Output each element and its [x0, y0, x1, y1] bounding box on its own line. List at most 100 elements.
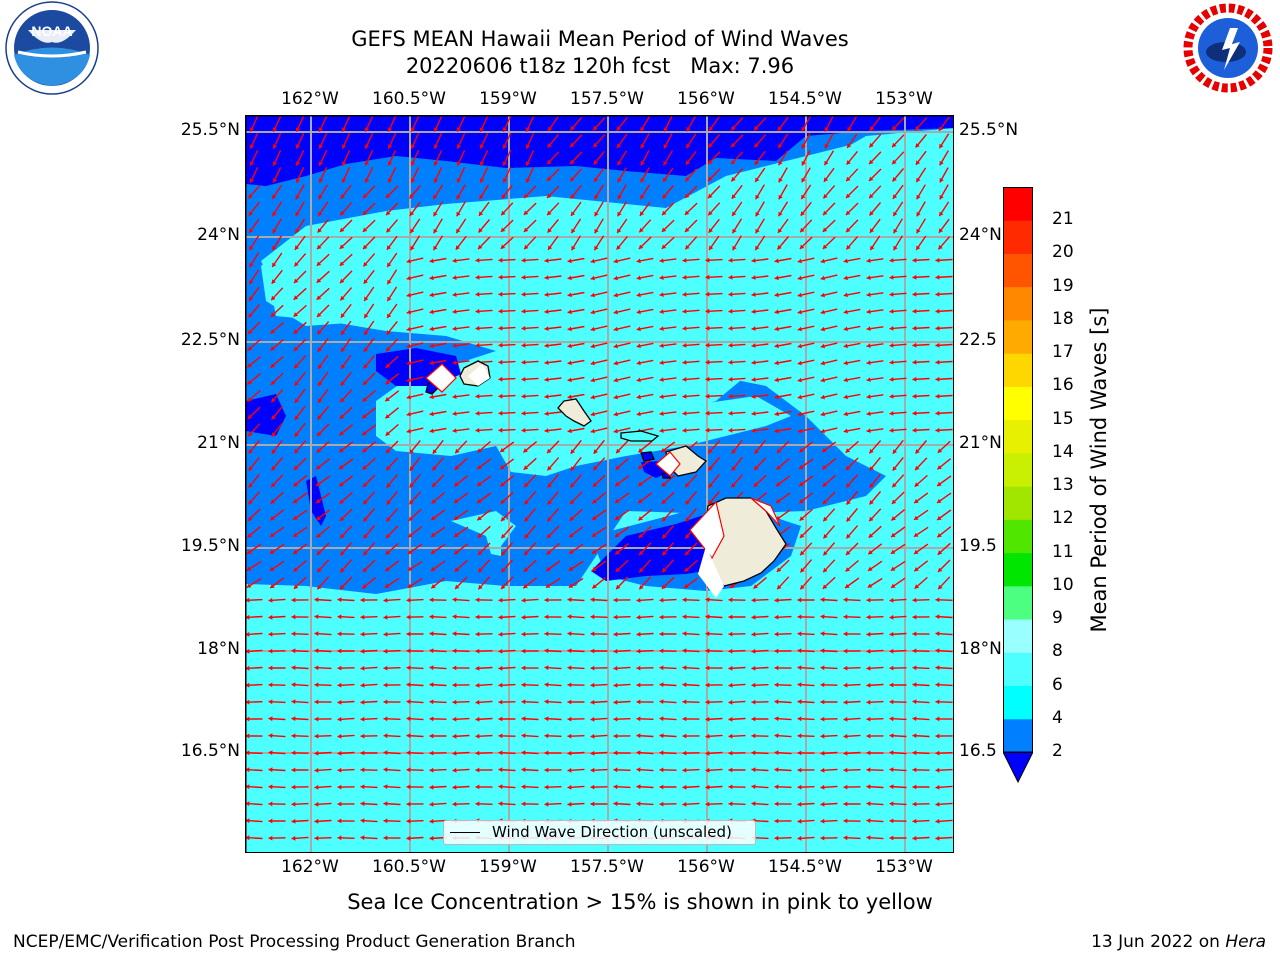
wind-vector-head	[502, 127, 508, 132]
wind-vector-head	[295, 178, 301, 183]
wind-vector-head	[475, 308, 480, 314]
wind-vector-head	[705, 308, 710, 314]
wind-vector-head	[824, 160, 829, 166]
wind-vector-head	[385, 414, 390, 419]
wind-vector-head	[823, 534, 828, 539]
wind-vector-head	[797, 716, 802, 722]
wind-vector-head	[387, 262, 392, 267]
wind-vector-head	[728, 784, 733, 790]
map-panel[interactable]	[245, 115, 954, 853]
wind-vector-head	[594, 177, 599, 182]
wind-vector-head	[751, 428, 756, 433]
wind-vector-head	[544, 258, 549, 263]
wind-vector-head	[293, 515, 298, 520]
wind-vector-head	[893, 211, 898, 217]
wind-vector-head	[708, 210, 713, 216]
wind-vector-head	[271, 415, 276, 420]
wind-vector-head	[639, 584, 644, 590]
wind-vector-head	[682, 292, 687, 297]
wind-vector-head	[340, 227, 345, 232]
wind-vector-head	[636, 699, 641, 705]
wind-vector-head	[751, 377, 756, 382]
wind-vector-head	[268, 818, 273, 824]
wind-vector-head	[247, 380, 252, 385]
wind-vector-head	[429, 648, 434, 654]
wind-vector-head	[523, 584, 528, 589]
wind-vector-head	[889, 394, 894, 399]
wind-vector-head	[915, 160, 921, 165]
wind-vector-head	[935, 818, 940, 824]
wind-vector-head	[636, 631, 641, 637]
wind-vector-head	[728, 648, 733, 654]
wind-vector-head	[293, 584, 299, 589]
wind-vector-head	[406, 631, 411, 637]
wind-vector-head	[636, 733, 641, 739]
wind-vector-head	[800, 211, 805, 216]
wind-vector-head	[360, 750, 365, 756]
wind-vector-head	[728, 767, 733, 773]
wind-vector-head	[708, 448, 713, 454]
wind-vector-head	[295, 144, 301, 149]
wind-vector-head	[502, 178, 508, 183]
wind-vector-head	[661, 447, 666, 453]
colorbar-segment	[1003, 353, 1033, 387]
wind-vector-head	[337, 733, 342, 739]
wind-vector-head	[295, 194, 300, 200]
wind-vector-head	[362, 210, 368, 215]
wind-vector-head	[708, 193, 713, 199]
wind-vector-head	[820, 818, 825, 824]
wind-vector-head	[429, 326, 434, 332]
wind-vector-head	[270, 532, 275, 537]
wind-vector-head	[843, 665, 848, 671]
wind-vector-head	[892, 159, 897, 165]
wind-vector-head	[659, 648, 664, 654]
wind-vector-head	[362, 414, 367, 419]
wind-vector-head	[406, 292, 411, 298]
wind-vector-head	[340, 397, 345, 403]
wind-vector-head	[846, 550, 851, 555]
wind-vector-head	[246, 648, 250, 654]
wind-vector-head	[291, 750, 296, 756]
wind-vector-head	[272, 228, 277, 234]
wind-vector-head	[247, 346, 253, 351]
wind-vector-head	[409, 499, 414, 505]
wind-vector-head	[705, 291, 710, 297]
wind-vector-head	[502, 161, 508, 166]
wind-vector-head	[661, 499, 667, 504]
wind-vector-head	[249, 144, 255, 149]
wind-vector-head	[705, 376, 710, 382]
wind-vector-head	[708, 143, 713, 148]
wind-vector-head	[801, 161, 806, 166]
wind-vector-head	[778, 143, 783, 149]
wind-vector-head	[799, 244, 805, 249]
wind-vector-head	[659, 377, 664, 382]
wind-vector-head	[249, 245, 254, 251]
wind-vector-head	[498, 376, 503, 382]
wind-vector-head	[314, 784, 319, 790]
wind-vector-head	[774, 733, 779, 739]
wind-vector-head	[523, 465, 529, 470]
wind-vector-head	[383, 784, 388, 790]
wind-vector-head	[823, 551, 828, 556]
wind-vector-head	[751, 614, 756, 620]
wind-vector-head	[475, 410, 480, 416]
wind-vector-head	[659, 258, 664, 263]
wind-vector-head	[385, 566, 390, 572]
wind-vector-head	[593, 160, 598, 165]
lat-tick-right: 19.5	[959, 536, 997, 556]
wind-vector-head	[341, 144, 347, 149]
wind-vector-head	[318, 194, 323, 200]
wind-vector-head	[613, 343, 618, 349]
wind-vector-head	[663, 177, 668, 182]
wind-vector-head	[524, 193, 529, 199]
wind-vector-head	[822, 227, 828, 232]
wind-vector-head	[797, 326, 802, 332]
wind-vector-head	[567, 597, 572, 603]
wind-vector-head	[708, 483, 713, 488]
wind-vector-head	[570, 483, 575, 488]
wind-vector-head	[362, 397, 367, 402]
wind-vector-head	[799, 533, 805, 538]
wind-vector-head	[912, 716, 917, 722]
wind-vector-head	[567, 428, 572, 434]
wind-vector-head	[521, 767, 526, 773]
